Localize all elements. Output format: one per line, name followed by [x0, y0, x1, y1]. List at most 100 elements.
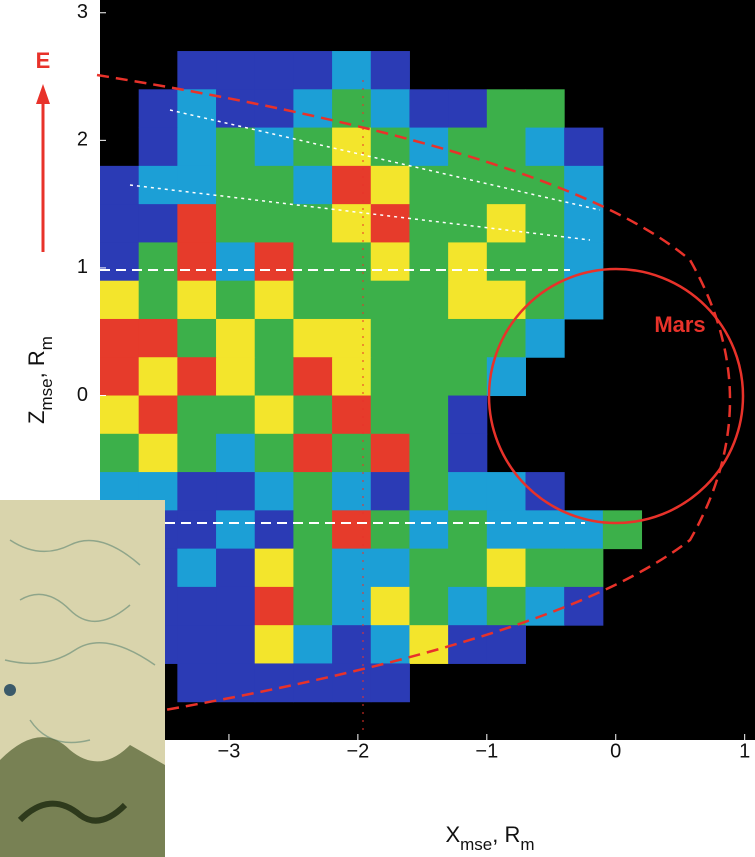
heatmap-cell: [371, 510, 410, 549]
heatmap-cell: [216, 396, 255, 435]
heatmap-cell: [332, 128, 371, 167]
heatmap-cell: [448, 281, 487, 320]
heatmap-cell: [332, 242, 371, 281]
heatmap-cell: [525, 128, 564, 167]
heatmap-cell: [448, 434, 487, 473]
heatmap-cell: [216, 89, 255, 128]
heatmap-cell: [293, 510, 332, 549]
heatmap-cell: [216, 281, 255, 320]
heatmap-cell: [487, 510, 526, 549]
heatmap-cell: [255, 510, 294, 549]
heatmap-cell: [332, 434, 371, 473]
y-axis-label: Zmse, Rm: [24, 336, 56, 424]
heatmap-cell: [525, 549, 564, 588]
heatmap-cell: [332, 625, 371, 664]
heatmap-cell: [409, 357, 448, 396]
heatmap-cell: [255, 663, 294, 702]
heatmap-cell: [216, 51, 255, 90]
e-arrow-head: [36, 84, 50, 104]
heatmap-cell: [139, 281, 178, 320]
heatmap-cell: [139, 166, 178, 205]
heatmap-cell: [332, 319, 371, 358]
heatmap-cell: [332, 166, 371, 205]
heatmap-cell: [139, 128, 178, 167]
heatmap-cell: [525, 587, 564, 626]
heatmap-cell: [564, 510, 603, 549]
heatmap-cell: [332, 357, 371, 396]
photo-inset: [0, 500, 165, 857]
heatmap-cell: [371, 625, 410, 664]
heatmap-cell: [371, 319, 410, 358]
heatmap-cell: [100, 434, 139, 473]
heatmap-cell: [332, 587, 371, 626]
heatmap-cell: [177, 396, 216, 435]
heatmap-cell: [487, 128, 526, 167]
heatmap-cell: [409, 625, 448, 664]
heatmap-cell: [216, 549, 255, 588]
heatmap-cell: [332, 51, 371, 90]
heatmap-cell: [216, 319, 255, 358]
heatmap-cell: [525, 319, 564, 358]
heatmap-cell: [293, 166, 332, 205]
heatmap-cell: [177, 51, 216, 90]
heatmap-cell: [409, 242, 448, 281]
heatmap-cell: [216, 472, 255, 511]
heatmap-cell: [293, 281, 332, 320]
heatmap-cell: [177, 204, 216, 243]
heatmap-cell: [448, 128, 487, 167]
heatmap-cell: [371, 51, 410, 90]
heatmap-cell: [255, 242, 294, 281]
y-tick-label: 0: [77, 384, 88, 406]
heatmap-cell: [177, 663, 216, 702]
heatmap-cell: [293, 472, 332, 511]
x-tick-label: −2: [346, 740, 369, 762]
heatmap-cell: [371, 549, 410, 588]
heatmap-cell: [255, 434, 294, 473]
axis-label-part: m: [37, 336, 56, 350]
heatmap-cell: [139, 204, 178, 243]
heatmap-cell: [409, 319, 448, 358]
y-tick-label: 1: [77, 256, 88, 278]
x-axis-label: Xmse, Rm: [445, 822, 534, 854]
heatmap-cell: [216, 587, 255, 626]
heatmap-cell: [332, 510, 371, 549]
heatmap-cell: [139, 242, 178, 281]
heatmap-cell: [139, 319, 178, 358]
heatmap-cell: [100, 357, 139, 396]
x-tick-label: −1: [475, 740, 498, 762]
axis-label-part: m: [520, 835, 534, 854]
heatmap-cell: [371, 357, 410, 396]
heatmap-cell: [525, 510, 564, 549]
heatmap-cell: [409, 128, 448, 167]
heatmap-cell: [409, 472, 448, 511]
heatmap-cell: [293, 319, 332, 358]
heatmap-cell: [216, 625, 255, 664]
heatmap-cell: [216, 510, 255, 549]
heatmap-cell: [332, 396, 371, 435]
heatmap-cell: [371, 434, 410, 473]
heatmap-cell: [409, 204, 448, 243]
heatmap-cell: [177, 625, 216, 664]
heatmap-cell: [564, 549, 603, 588]
heatmap-cell: [371, 396, 410, 435]
heatmap-cell: [448, 166, 487, 205]
heatmap-cell: [603, 510, 642, 549]
heatmap-cell: [177, 587, 216, 626]
heatmap-cell: [100, 281, 139, 320]
heatmap-cell: [487, 204, 526, 243]
heatmap-cell: [255, 281, 294, 320]
heatmap-cell: [255, 625, 294, 664]
heatmap-cell: [525, 204, 564, 243]
heatmap-cell: [332, 204, 371, 243]
heatmap-cell: [177, 510, 216, 549]
axis-label-part: mse: [37, 378, 56, 410]
heatmap-cell: [255, 587, 294, 626]
heatmap-cell: [139, 89, 178, 128]
chart: Mars E −3−2−1013210−1Xmse, RmZmse, Rm: [0, 0, 755, 857]
heatmap-cell: [525, 89, 564, 128]
axis-label-part: X: [445, 822, 460, 847]
heatmap-cell: [293, 434, 332, 473]
heatmap-cell: [216, 663, 255, 702]
mars-label: Mars: [654, 312, 705, 337]
heatmap-cell: [255, 396, 294, 435]
